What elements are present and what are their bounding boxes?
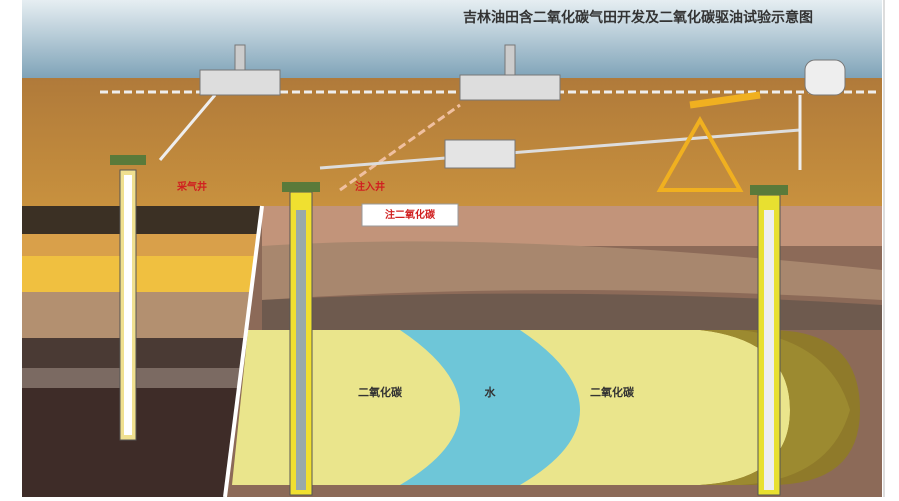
gas-well-label: 采气井: [176, 180, 207, 193]
zone-label: 水: [485, 385, 497, 399]
left-strata: [22, 206, 262, 497]
injection-well-label: 注入井: [355, 180, 385, 193]
labels: 吉林油田含二氧化碳气田开发及二氧化碳驱油试验示意图 采气井 注入井 注二氧化碳 …: [176, 9, 813, 399]
cutaway-edge: [223, 205, 264, 498]
inject-box-label: 注二氧化碳: [385, 208, 436, 221]
reservoir-zones: [232, 330, 860, 485]
wells: [110, 155, 788, 496]
zone-label: 二氧化碳: [590, 385, 635, 399]
facilities: [199, 44, 846, 192]
sky: [22, 0, 882, 78]
title: 吉林油田含二氧化碳气田开发及二氧化碳驱油试验示意图: [463, 9, 813, 26]
zone-label: 二氧化碳: [358, 385, 403, 399]
inject-box: [361, 203, 459, 227]
